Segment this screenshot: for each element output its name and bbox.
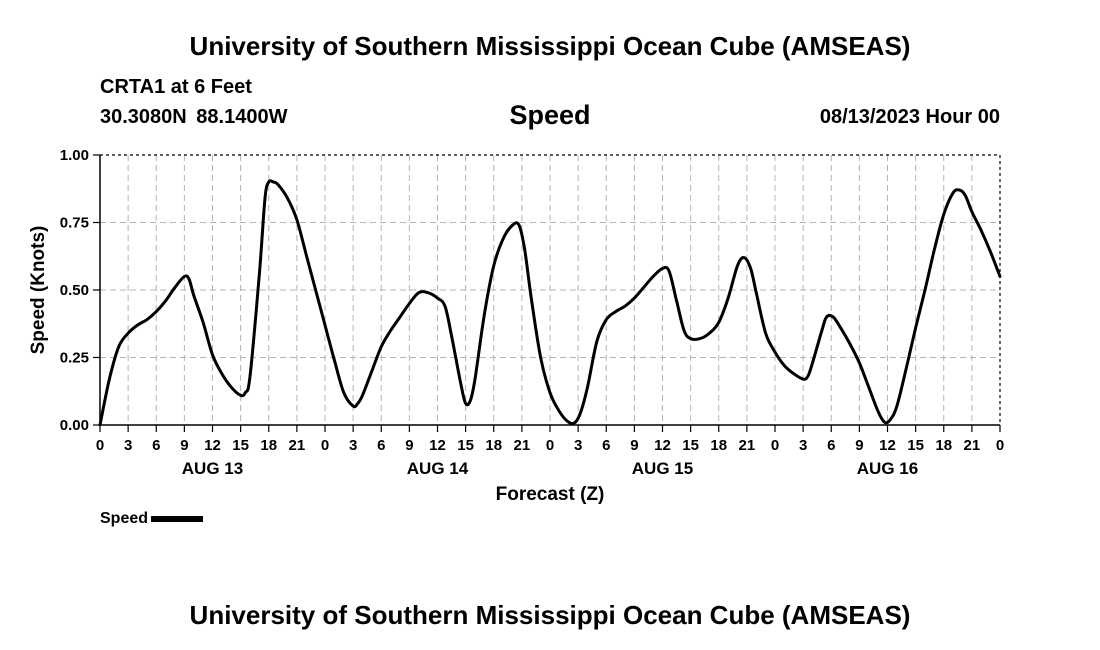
x-tick-label: 9 bbox=[405, 437, 413, 454]
x-tick-label: 6 bbox=[827, 437, 835, 454]
x-tick-label: 6 bbox=[602, 437, 610, 454]
x-tick-label: 21 bbox=[514, 437, 531, 454]
legend-swatch bbox=[151, 516, 204, 522]
x-tick-label: 3 bbox=[349, 437, 357, 454]
station-label: CRTA1 at 6 Feet bbox=[100, 76, 252, 98]
station-coordinates: 30.3080N 88.1400W bbox=[100, 106, 288, 128]
x-tick-label: 15 bbox=[457, 437, 474, 454]
x-tick-label: 21 bbox=[964, 437, 981, 454]
day-label: AUG 14 bbox=[407, 459, 469, 478]
x-tick-label: 18 bbox=[260, 437, 277, 454]
y-tick-label: 0.75 bbox=[60, 215, 89, 232]
x-tick-label: 12 bbox=[654, 437, 671, 454]
x-tick-label: 3 bbox=[574, 437, 582, 454]
day-label: AUG 15 bbox=[632, 459, 693, 478]
legend: Speed bbox=[100, 510, 204, 528]
x-tick-label: 15 bbox=[682, 437, 699, 454]
x-tick-label: 9 bbox=[855, 437, 863, 454]
x-tick-label: 18 bbox=[710, 437, 727, 454]
y-tick-label: 1.00 bbox=[60, 147, 89, 164]
page-title: University of Southern Mississippi Ocean… bbox=[189, 31, 911, 61]
x-tick-label: 0 bbox=[546, 437, 554, 454]
x-tick-label: 15 bbox=[232, 437, 249, 454]
x-tick-label: 21 bbox=[739, 437, 756, 454]
x-tick-label: 12 bbox=[204, 437, 221, 454]
x-tick-label: 12 bbox=[429, 437, 446, 454]
day-label: AUG 13 bbox=[182, 459, 243, 478]
x-tick-label: 15 bbox=[907, 437, 924, 454]
x-tick-label: 0 bbox=[771, 437, 779, 454]
x-tick-label: 6 bbox=[152, 437, 160, 454]
y-axis-title: Speed (Knots) bbox=[28, 226, 49, 355]
legend-label: Speed bbox=[100, 510, 149, 527]
x-tick-label: 0 bbox=[96, 437, 104, 454]
footer-title: University of Southern Mississippi Ocean… bbox=[189, 600, 911, 630]
forecast-datetime: 08/13/2023 Hour 00 bbox=[819, 106, 1000, 128]
x-tick-label: 21 bbox=[289, 437, 306, 454]
x-tick-label: 3 bbox=[124, 437, 132, 454]
y-tick-label: 0.00 bbox=[60, 417, 89, 434]
x-tick-label: 3 bbox=[799, 437, 807, 454]
chart-title: Speed bbox=[509, 100, 591, 130]
x-tick-label: 18 bbox=[485, 437, 502, 454]
x-axis-title: Forecast (Z) bbox=[496, 484, 605, 505]
y-tick-label: 0.50 bbox=[60, 282, 89, 299]
y-tick-label: 0.25 bbox=[60, 350, 89, 367]
day-label: AUG 16 bbox=[857, 459, 918, 478]
x-tick-label: 18 bbox=[935, 437, 952, 454]
x-tick-label: 0 bbox=[996, 437, 1004, 454]
x-tick-label: 12 bbox=[879, 437, 896, 454]
x-tick-label: 9 bbox=[180, 437, 188, 454]
speed-series-line bbox=[98, 179, 1002, 427]
x-tick-label: 0 bbox=[321, 437, 329, 454]
x-tick-label: 6 bbox=[377, 437, 385, 454]
x-tick-label: 9 bbox=[630, 437, 638, 454]
